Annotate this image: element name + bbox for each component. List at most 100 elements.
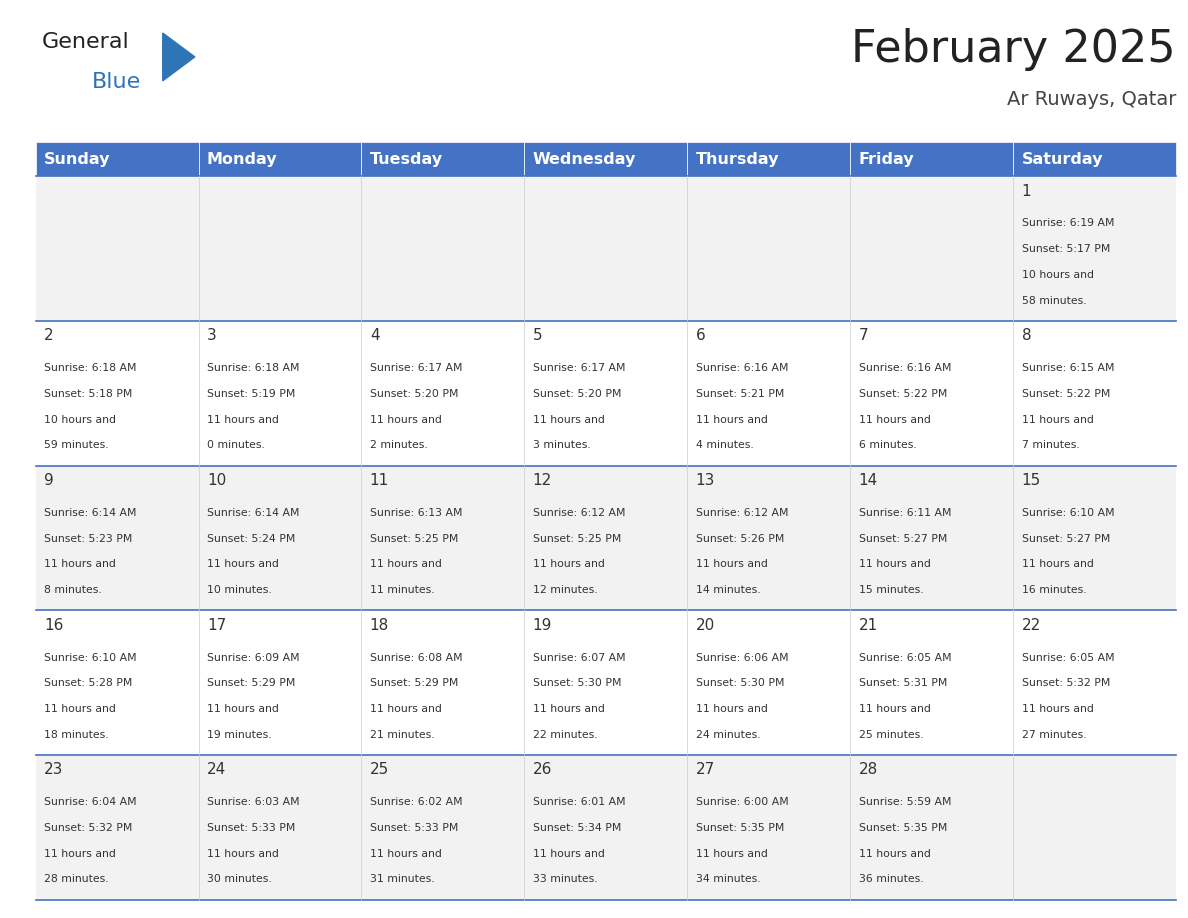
Text: Sunrise: 6:19 AM: Sunrise: 6:19 AM [1022,218,1114,229]
Text: 11 hours and: 11 hours and [1022,704,1093,714]
Text: 11 hours and: 11 hours and [1022,415,1093,424]
Text: 26: 26 [532,762,552,778]
Text: February 2025: February 2025 [852,28,1176,71]
Text: Sunset: 5:20 PM: Sunset: 5:20 PM [532,389,621,398]
Text: 18 minutes.: 18 minutes. [44,730,108,740]
Text: Blue: Blue [91,72,140,92]
Text: 7: 7 [859,329,868,343]
Text: Wednesday: Wednesday [532,151,636,167]
Bar [198,176,361,321]
Bar [688,321,851,465]
Text: 11 hours and: 11 hours and [369,848,442,858]
Text: Sunrise: 6:09 AM: Sunrise: 6:09 AM [207,653,299,663]
Text: Sunrise: 6:14 AM: Sunrise: 6:14 AM [207,508,299,518]
Text: 16 minutes.: 16 minutes. [1022,585,1086,595]
Bar [524,465,688,610]
Text: Sunday: Sunday [44,151,110,167]
Text: 11 hours and: 11 hours and [369,559,442,569]
Text: Sunset: 5:21 PM: Sunset: 5:21 PM [696,389,784,398]
Text: 1: 1 [1022,184,1031,198]
Text: 25: 25 [369,762,388,778]
Text: 11 hours and: 11 hours and [532,848,605,858]
Bar [361,321,524,465]
Text: Sunrise: 6:18 AM: Sunrise: 6:18 AM [44,364,137,373]
Text: Sunrise: 6:04 AM: Sunrise: 6:04 AM [44,797,137,807]
Text: 10 hours and: 10 hours and [1022,270,1093,280]
Text: Sunset: 5:27 PM: Sunset: 5:27 PM [1022,533,1110,543]
Text: Sunset: 5:17 PM: Sunset: 5:17 PM [1022,244,1110,254]
Text: Sunset: 5:35 PM: Sunset: 5:35 PM [696,823,784,833]
Text: 28: 28 [859,762,878,778]
Text: Sunrise: 6:14 AM: Sunrise: 6:14 AM [44,508,137,518]
Bar [688,755,851,900]
Text: 30 minutes.: 30 minutes. [207,874,272,884]
Text: 34 minutes.: 34 minutes. [696,874,760,884]
Text: Sunset: 5:30 PM: Sunset: 5:30 PM [696,678,784,688]
Text: 59 minutes.: 59 minutes. [44,441,108,450]
Text: 22 minutes.: 22 minutes. [532,730,598,740]
Text: 28 minutes.: 28 minutes. [44,874,108,884]
Text: 16: 16 [44,618,63,633]
Text: 11 hours and: 11 hours and [859,559,930,569]
Text: Sunset: 5:34 PM: Sunset: 5:34 PM [532,823,621,833]
Text: Sunset: 5:20 PM: Sunset: 5:20 PM [369,389,459,398]
Bar [851,755,1013,900]
Text: 18: 18 [369,618,388,633]
Text: 11: 11 [369,473,388,488]
Text: 10 hours and: 10 hours and [44,415,116,424]
Text: 8: 8 [1022,329,1031,343]
Bar [361,755,524,900]
Text: 10 minutes.: 10 minutes. [207,585,272,595]
Text: 15: 15 [1022,473,1041,488]
Text: Sunset: 5:22 PM: Sunset: 5:22 PM [859,389,947,398]
Text: Sunrise: 6:12 AM: Sunrise: 6:12 AM [532,508,625,518]
Text: Sunset: 5:22 PM: Sunset: 5:22 PM [1022,389,1110,398]
Text: Ar Ruways, Qatar: Ar Ruways, Qatar [1006,90,1176,109]
Text: 3: 3 [207,329,216,343]
Text: 11 minutes.: 11 minutes. [369,585,435,595]
Bar [1013,610,1176,755]
Text: Sunrise: 5:59 AM: Sunrise: 5:59 AM [859,797,952,807]
Text: Sunrise: 6:18 AM: Sunrise: 6:18 AM [207,364,299,373]
Text: Sunrise: 6:03 AM: Sunrise: 6:03 AM [207,797,299,807]
Text: Sunset: 5:33 PM: Sunset: 5:33 PM [207,823,296,833]
Text: 20: 20 [696,618,715,633]
Text: Sunset: 5:25 PM: Sunset: 5:25 PM [369,533,459,543]
Text: 27: 27 [696,762,715,778]
Polygon shape [163,33,195,81]
Text: 11 hours and: 11 hours and [207,415,279,424]
Text: Sunrise: 6:16 AM: Sunrise: 6:16 AM [696,364,788,373]
Text: 6: 6 [696,329,706,343]
Bar [198,321,361,465]
Bar [198,465,361,610]
Text: Sunset: 5:27 PM: Sunset: 5:27 PM [859,533,947,543]
Bar [851,142,1013,176]
Text: Sunset: 5:29 PM: Sunset: 5:29 PM [207,678,296,688]
Text: Sunset: 5:30 PM: Sunset: 5:30 PM [532,678,621,688]
Bar [851,465,1013,610]
Text: 15 minutes.: 15 minutes. [859,585,923,595]
Text: Saturday: Saturday [1022,151,1102,167]
Text: 2: 2 [44,329,53,343]
Bar [36,610,198,755]
Bar [361,176,524,321]
Text: Sunset: 5:35 PM: Sunset: 5:35 PM [859,823,947,833]
Bar [1013,755,1176,900]
Bar [851,610,1013,755]
Text: 0 minutes.: 0 minutes. [207,441,265,450]
Text: 11 hours and: 11 hours and [696,704,767,714]
Text: 11 hours and: 11 hours and [859,848,930,858]
Text: Sunrise: 6:02 AM: Sunrise: 6:02 AM [369,797,462,807]
Text: 11 hours and: 11 hours and [44,848,116,858]
Text: Monday: Monday [207,151,278,167]
Bar [361,465,524,610]
Text: Sunrise: 6:17 AM: Sunrise: 6:17 AM [532,364,625,373]
Text: 21 minutes.: 21 minutes. [369,730,435,740]
Text: 6 minutes.: 6 minutes. [859,441,916,450]
Text: 11 hours and: 11 hours and [859,704,930,714]
Text: Thursday: Thursday [696,151,779,167]
Text: 27 minutes.: 27 minutes. [1022,730,1086,740]
Text: 14 minutes.: 14 minutes. [696,585,760,595]
Text: 10: 10 [207,473,226,488]
Text: Sunrise: 6:16 AM: Sunrise: 6:16 AM [859,364,952,373]
